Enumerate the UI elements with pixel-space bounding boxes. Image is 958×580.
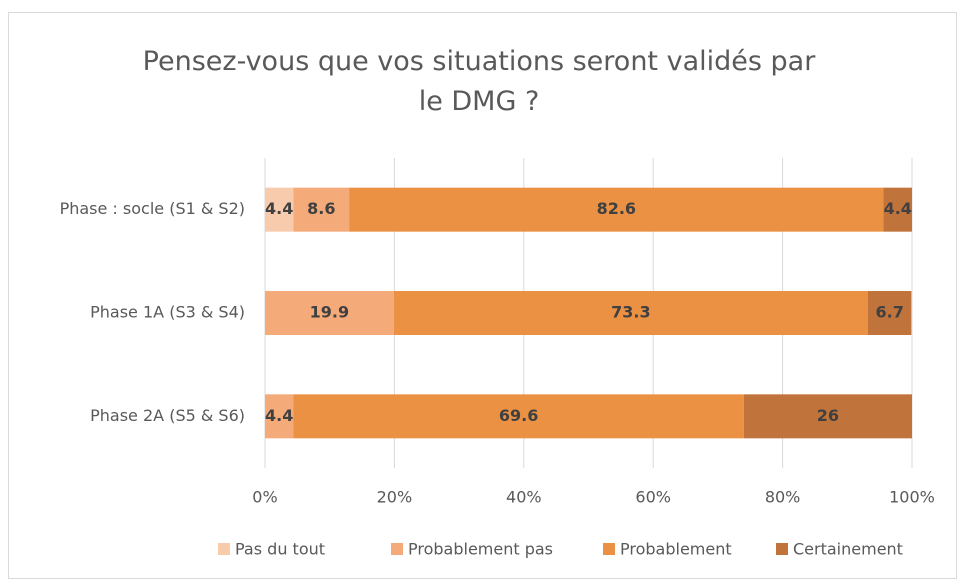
value-label: 73.3 [611, 303, 650, 322]
value-label: 8.6 [307, 199, 335, 218]
legend-label: Probablement [620, 540, 732, 559]
x-tick-label: 0% [252, 488, 277, 507]
value-label: 4.4 [884, 199, 912, 218]
value-label: 4.4 [265, 199, 293, 218]
legend-swatch [391, 543, 403, 555]
x-tick-label: 20% [377, 488, 413, 507]
legend-label: Certainement [793, 540, 903, 559]
y-tick-label: Phase 1A (S3 & S4) [90, 303, 245, 322]
value-label: 6.7 [876, 303, 904, 322]
legend-label: Pas du tout [235, 540, 325, 559]
bar-segment [349, 187, 884, 232]
y-tick-label: Phase 2A (S5 & S6) [90, 406, 245, 425]
x-tick-label: 100% [889, 488, 935, 507]
bar-segment [293, 394, 744, 439]
bar-segment [293, 187, 350, 232]
bar-segment [393, 291, 869, 335]
value-label: 69.6 [499, 406, 538, 425]
bar-segment [265, 291, 394, 335]
x-tick-label: 80% [765, 488, 801, 507]
bar-segment [265, 394, 294, 439]
bar-segment [265, 187, 294, 232]
bar-segment [743, 394, 912, 439]
legend-swatch [218, 543, 230, 555]
legend-swatch [776, 543, 788, 555]
x-tick-label: 60% [635, 488, 671, 507]
value-label: 4.4 [265, 406, 293, 425]
value-label: 26 [817, 406, 839, 425]
chart-border [8, 12, 957, 579]
bar-segment [868, 291, 912, 335]
x-tick-label: 40% [506, 488, 542, 507]
chart-title: Pensez-vous que vos situations seront va… [142, 46, 816, 117]
value-label: 19.9 [310, 303, 349, 322]
y-tick-label: Phase : socle (S1 & S2) [60, 199, 245, 218]
legend-swatch [603, 543, 615, 555]
value-label: 82.6 [597, 199, 636, 218]
legend-label: Probablement pas [408, 540, 553, 559]
bar-segment [883, 187, 912, 232]
